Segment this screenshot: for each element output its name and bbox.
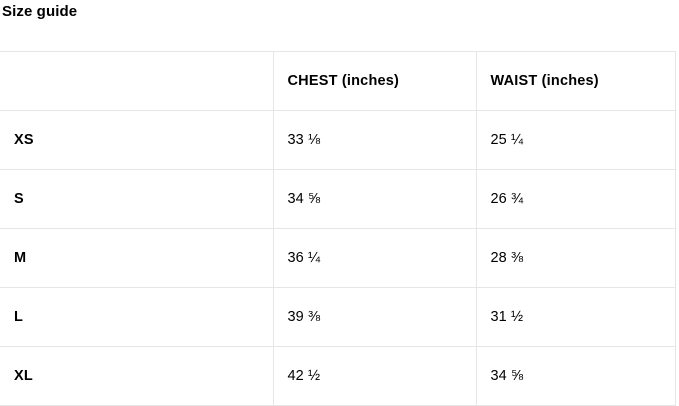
table-row: XS 33 ⅛ 25 ¼	[0, 110, 676, 170]
cell-chest-value: 33 ⅛	[273, 110, 477, 170]
cell-chest-value: 39 ⅜	[273, 287, 477, 347]
cell-size-label: L	[0, 287, 274, 347]
cell-size-label: XS	[0, 110, 274, 170]
cell-waist-value: 25 ¼	[476, 110, 676, 170]
table-row: S 34 ⅝ 26 ¾	[0, 169, 676, 229]
header-cell-size	[0, 51, 274, 111]
cell-size-label: M	[0, 228, 274, 288]
cell-chest-value: 42 ½	[273, 346, 477, 406]
cell-waist-value: 26 ¾	[476, 169, 676, 229]
header-cell-waist: WAIST (inches)	[476, 51, 676, 111]
cell-waist-value: 34 ⅝	[476, 346, 676, 406]
table-row: XL 42 ½ 34 ⅝	[0, 346, 676, 406]
cell-chest-value: 34 ⅝	[273, 169, 477, 229]
header-cell-chest: CHEST (inches)	[273, 51, 477, 111]
table-row: L 39 ⅜ 31 ½	[0, 287, 676, 347]
cell-waist-value: 31 ½	[476, 287, 676, 347]
cell-size-label: S	[0, 169, 274, 229]
page-title: Size guide	[2, 3, 78, 20]
table-body: XS 33 ⅛ 25 ¼ S 34 ⅝ 26 ¾ M 36 ¼ 28 ⅜ L 3…	[0, 110, 676, 406]
cell-chest-value: 36 ¼	[273, 228, 477, 288]
table-header-row: CHEST (inches) WAIST (inches)	[0, 51, 676, 111]
table-row: M 36 ¼ 28 ⅜	[0, 228, 676, 288]
cell-waist-value: 28 ⅜	[476, 228, 676, 288]
table-header: CHEST (inches) WAIST (inches)	[0, 51, 676, 111]
cell-size-label: XL	[0, 346, 274, 406]
size-guide-table: CHEST (inches) WAIST (inches) XS 33 ⅛ 25…	[0, 51, 676, 406]
